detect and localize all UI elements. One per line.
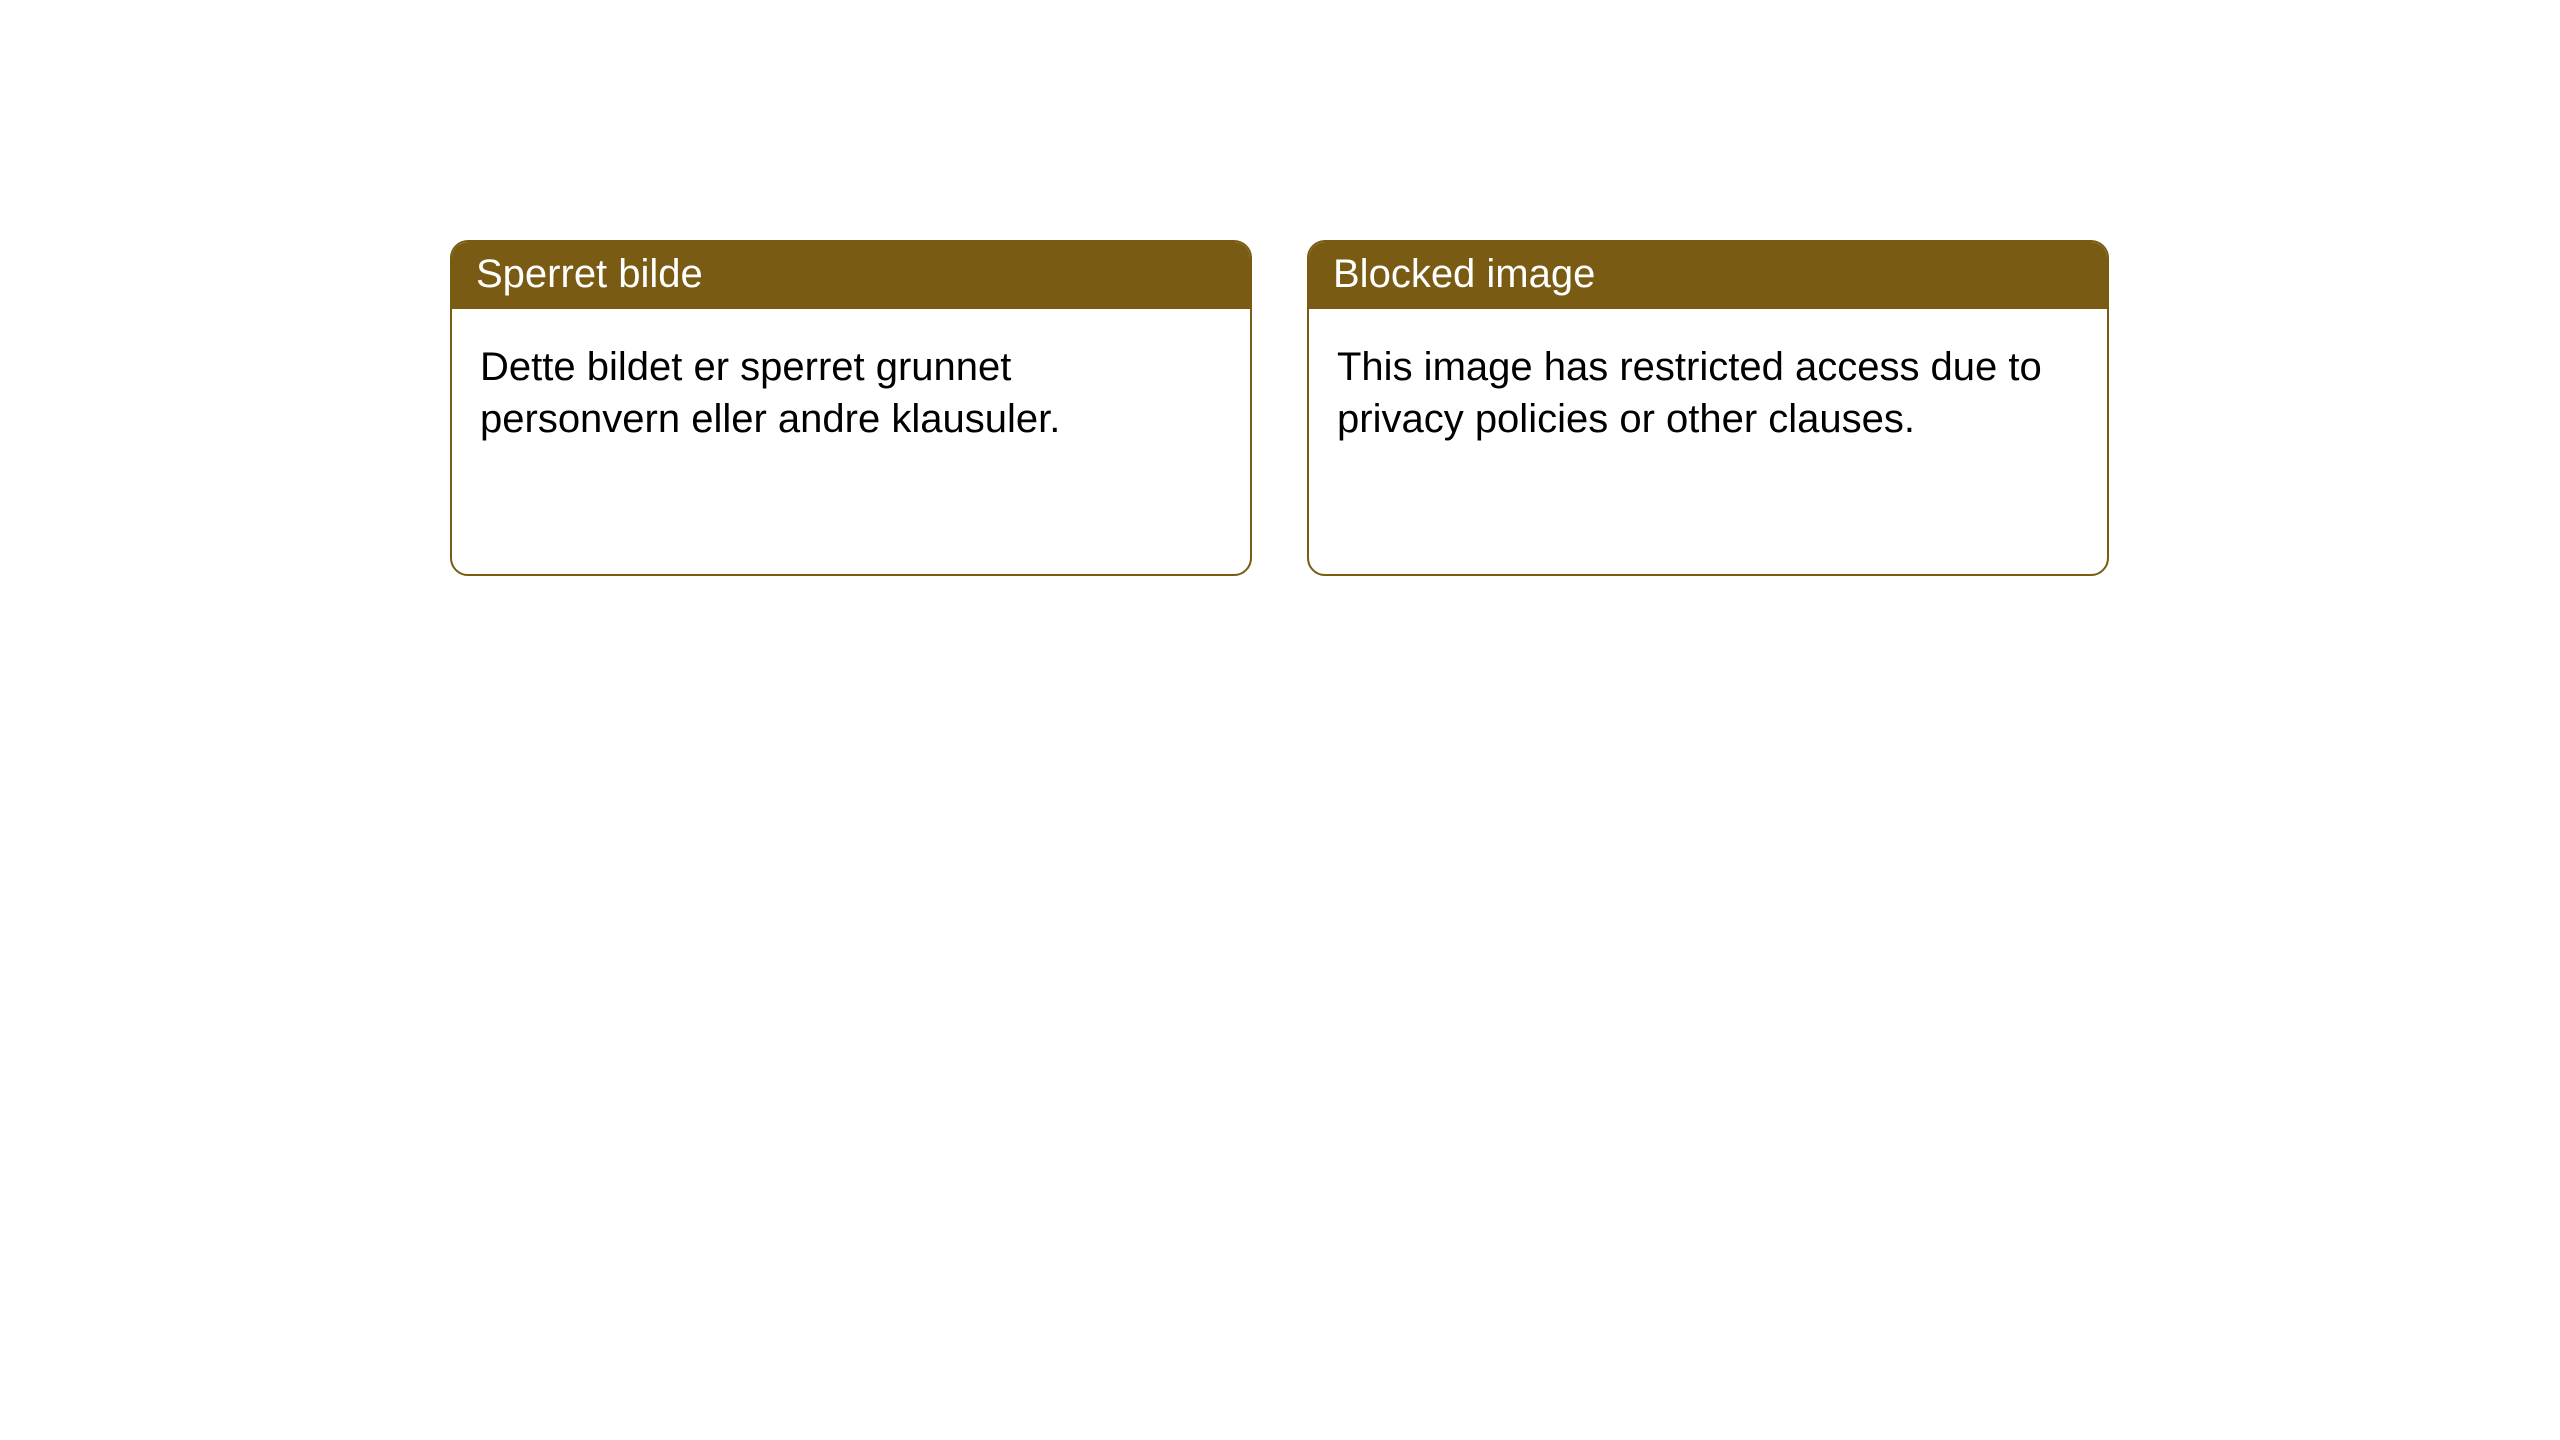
notice-card-header-en: Blocked image — [1309, 242, 2107, 309]
notice-card-header-no: Sperret bilde — [452, 242, 1250, 309]
notice-card-body-no: Dette bildet er sperret grunnet personve… — [452, 309, 1250, 473]
notice-card-no: Sperret bilde Dette bildet er sperret gr… — [450, 240, 1252, 576]
notice-container: Sperret bilde Dette bildet er sperret gr… — [0, 0, 2560, 576]
notice-card-title-en: Blocked image — [1333, 252, 1595, 296]
notice-card-title-no: Sperret bilde — [476, 252, 703, 296]
notice-card-text-en: This image has restricted access due to … — [1337, 345, 2042, 441]
notice-card-text-no: Dette bildet er sperret grunnet personve… — [480, 345, 1060, 441]
notice-card-body-en: This image has restricted access due to … — [1309, 309, 2107, 473]
notice-card-en: Blocked image This image has restricted … — [1307, 240, 2109, 576]
